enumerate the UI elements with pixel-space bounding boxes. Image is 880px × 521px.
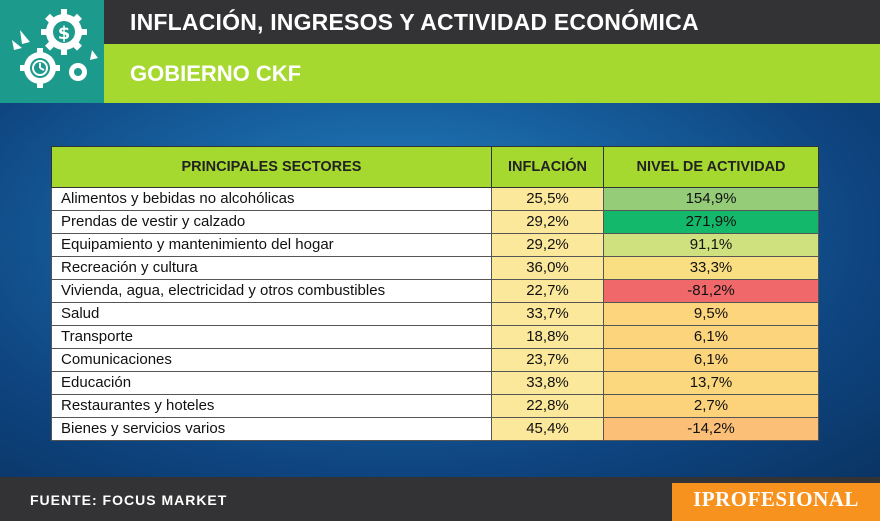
column-header-sector: PRINCIPALES SECTORES <box>51 146 492 188</box>
sectors-table: PRINCIPALES SECTORES INFLACIÓN NIVEL DE … <box>51 146 819 441</box>
table-row: Educación 33,8% 13,7% <box>51 371 819 395</box>
logo: $ <box>0 0 104 103</box>
activity-cell: 6,1% <box>603 325 819 349</box>
activity-cell: 91,1% <box>603 233 819 257</box>
sector-cell: Prendas de vestir y calzado <box>51 210 492 234</box>
table-row: Alimentos y bebidas no alcohólicas 25,5% 1… <box>51 187 819 211</box>
activity-cell: 13,7% <box>603 371 819 395</box>
activity-cell: 33,3% <box>603 256 819 280</box>
column-header-activity: NIVEL DE ACTIVIDAD <box>603 146 819 188</box>
table-row: Restaurantes y hoteles 22,8% 2,7% <box>51 394 819 418</box>
table-row: Vivienda, agua, electricidad y otros com… <box>51 279 819 303</box>
table-row: Prendas de vestir y calzado 29,2% 271,9% <box>51 210 819 234</box>
inflation-cell: 18,8% <box>491 325 604 349</box>
source-label: FUENTE: FOCUS MARKET <box>30 492 228 508</box>
subheader-bar <box>0 44 880 103</box>
sector-cell: Transporte <box>51 325 492 349</box>
table-row: Bienes y servicios varios 45,4% -14,2% <box>51 417 819 441</box>
activity-cell: 6,1% <box>603 348 819 372</box>
table-body: Alimentos y bebidas no alcohólicas 25,5% 1… <box>51 187 819 441</box>
sector-cell: Restaurantes y hoteles <box>51 394 492 418</box>
header-bar <box>0 0 880 44</box>
activity-cell: 271,9% <box>603 210 819 234</box>
page-subtitle: GOBIERNO CKF <box>130 61 302 86</box>
svg-text:$: $ <box>58 23 71 44</box>
sector-cell: Bienes y servicios varios <box>51 417 492 441</box>
sector-cell: Recreación y cultura <box>51 256 492 280</box>
inflation-cell: 22,7% <box>491 279 604 303</box>
page-title: INFLACIÓN, INGRESOS Y ACTIVIDAD ECONÓMIC… <box>130 9 699 35</box>
inflation-cell: 29,2% <box>491 210 604 234</box>
table-row: Transporte 18,8% 6,1% <box>51 325 819 349</box>
sector-cell: Vivienda, agua, electricidad y otros com… <box>51 279 492 303</box>
table-row: Recreación y cultura 36,0% 33,3% <box>51 256 819 280</box>
gears-money-icon: $ <box>12 9 98 88</box>
activity-cell: -14,2% <box>603 417 819 441</box>
activity-cell: -81,2% <box>603 279 819 303</box>
table-row: Comunicaciones 23,7% 6,1% <box>51 348 819 372</box>
column-header-inflation: INFLACIÓN <box>491 146 604 188</box>
sector-cell: Educación <box>51 371 492 395</box>
sector-cell: Alimentos y bebidas no alcohólicas <box>51 187 492 211</box>
inflation-cell: 23,7% <box>491 348 604 372</box>
inflation-cell: 45,4% <box>491 417 604 441</box>
activity-cell: 154,9% <box>603 187 819 211</box>
inflation-cell: 33,7% <box>491 302 604 326</box>
inflation-cell: 25,5% <box>491 187 604 211</box>
inflation-cell: 22,8% <box>491 394 604 418</box>
sector-cell: Salud <box>51 302 492 326</box>
table-row: Equipamiento y mantenimiento del hogar 29… <box>51 233 819 257</box>
activity-cell: 2,7% <box>603 394 819 418</box>
brand-logo: IPROFESIONAL <box>672 483 880 521</box>
table-row: Salud 33,7% 9,5% <box>51 302 819 326</box>
table-header-row: PRINCIPALES SECTORES INFLACIÓN NIVEL DE … <box>51 146 819 188</box>
inflation-cell: 36,0% <box>491 256 604 280</box>
sector-cell: Comunicaciones <box>51 348 492 372</box>
sector-cell: Equipamiento y mantenimiento del hogar <box>51 233 492 257</box>
activity-cell: 9,5% <box>603 302 819 326</box>
inflation-cell: 33,8% <box>491 371 604 395</box>
inflation-cell: 29,2% <box>491 233 604 257</box>
